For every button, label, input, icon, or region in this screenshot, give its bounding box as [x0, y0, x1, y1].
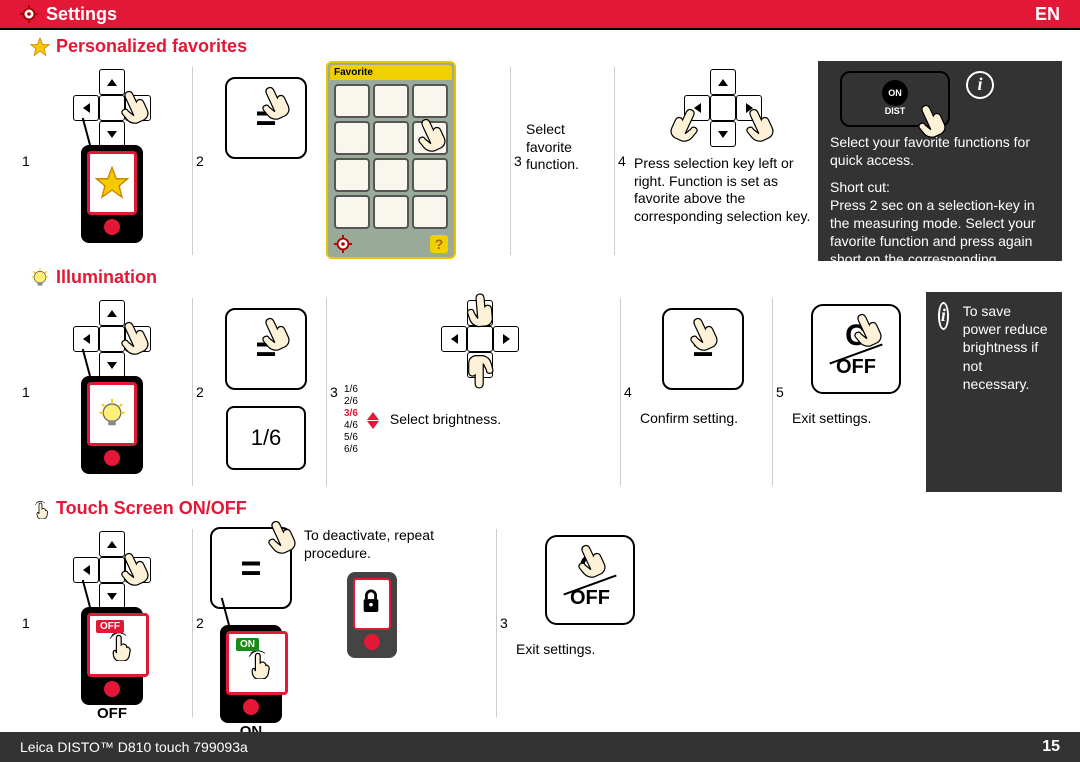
section-illumination-title: Illumination: [0, 261, 1080, 292]
section-touch-title: Touch Screen ON/OFF: [0, 492, 1080, 523]
device-locked: [347, 572, 397, 658]
favorites-grid[interactable]: Favorite ?: [326, 61, 456, 259]
step-caption: To deactivate, repeat procedure.: [302, 523, 442, 566]
hand-icon: [252, 310, 294, 352]
info-text: Short cut:: [830, 178, 1050, 196]
dpad[interactable]: [684, 69, 762, 147]
device-illustration: [81, 145, 143, 243]
dpad[interactable]: [73, 69, 151, 147]
favorite-slot[interactable]: [334, 121, 370, 155]
brightness-display: 1/6: [226, 406, 306, 470]
page-title: Settings: [46, 4, 117, 25]
brightness-levels: 1/62/63/64/65/66/6: [344, 384, 358, 456]
step-number: 3: [514, 153, 522, 169]
favorite-slot[interactable]: [373, 195, 409, 229]
hand-icon: [252, 79, 294, 121]
info-text: To save power reduce brightness if not n…: [963, 302, 1050, 393]
hand-icon: [258, 513, 300, 555]
step-caption: Confirm setting.: [638, 406, 768, 432]
brightness-value: 1/6: [251, 425, 282, 451]
hand-icon: [736, 101, 778, 143]
step-caption: Exit settings.: [514, 637, 666, 663]
info-icon: i: [966, 71, 994, 99]
favorite-slot[interactable]: [412, 158, 448, 192]
page-number: 15: [1042, 738, 1060, 756]
gear-icon: [334, 235, 352, 253]
section-favorites-title: Personalized favorites: [0, 30, 1080, 61]
header-bar: Settings EN: [0, 0, 1080, 30]
touch-title-text: Touch Screen ON/OFF: [56, 498, 247, 519]
favorite-slot[interactable]: [412, 195, 448, 229]
info-icon: i: [938, 302, 949, 330]
star-icon: [30, 37, 50, 57]
device-illustration-off: OFF: [81, 607, 143, 705]
help-icon: ?: [430, 235, 448, 253]
star-icon: [95, 166, 129, 200]
hand-icon: [568, 537, 610, 579]
dist-label: DIST: [885, 106, 906, 118]
favorites-title-text: Personalized favorites: [56, 36, 247, 57]
favorite-slot[interactable]: [334, 84, 370, 118]
bulb-icon: [30, 268, 50, 288]
dpad[interactable]: [73, 300, 151, 378]
dpad[interactable]: [441, 300, 519, 378]
touch-icon: [244, 647, 270, 679]
hand-icon: [111, 314, 153, 356]
on-badge: ON: [236, 638, 259, 651]
off-label: OFF: [36, 705, 188, 722]
device-illustration: [81, 376, 143, 474]
favorite-slot[interactable]: [334, 195, 370, 229]
off-badge: OFF: [96, 620, 124, 633]
hand-icon: [111, 83, 153, 125]
hand-icon: [844, 306, 886, 348]
product-name: Leica DISTO™ D810 touch 799093a: [20, 739, 248, 755]
step-caption: Exit settings.: [790, 406, 922, 432]
favorites-grid-header: Favorite: [330, 65, 452, 80]
lock-icon: [360, 588, 382, 614]
illumination-title-text: Illumination: [56, 267, 157, 288]
hand-icon: [908, 97, 950, 139]
footer: Leica DISTO™ D810 touch 799093a 15: [0, 732, 1080, 762]
on-label: ON: [888, 89, 902, 98]
step-caption: Select brightness.: [388, 407, 503, 433]
updown-arrow-icon: [366, 411, 380, 430]
hand-icon: [459, 354, 501, 396]
dpad[interactable]: [73, 531, 151, 609]
favorite-slot[interactable]: [334, 158, 370, 192]
language-indicator: EN: [1035, 4, 1060, 25]
step-caption: Press selection key left or right. Funct…: [632, 151, 814, 229]
favorite-slot[interactable]: [373, 84, 409, 118]
touch-icon: [105, 629, 131, 661]
device-illustration-on: ON: [220, 625, 282, 723]
hand-icon: [111, 545, 153, 587]
favorite-slot[interactable]: [373, 158, 409, 192]
touch-icon: [30, 499, 50, 519]
favorite-slot[interactable]: [373, 121, 409, 155]
hand-icon: [459, 286, 501, 328]
gear-icon: [20, 5, 38, 23]
bulb-icon: [97, 399, 127, 429]
step-caption: Select favorite function.: [510, 117, 610, 178]
hand-icon: [408, 111, 450, 153]
hand-icon: [680, 310, 722, 352]
